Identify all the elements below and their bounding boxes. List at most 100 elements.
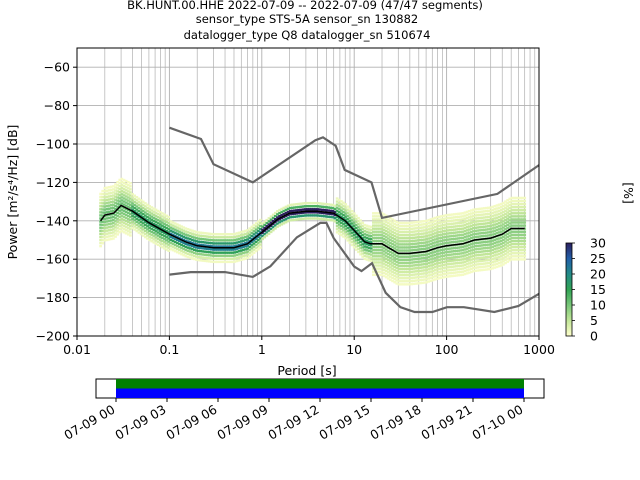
heatmap-cell (393, 265, 397, 269)
heatmap-cell (438, 224, 441, 228)
title-line-1: BK.HUNT.00.HHE 2022-07-09 -- 2022-07-09 … (127, 0, 483, 12)
heatmap-cell (386, 240, 390, 243)
heatmap-cell (431, 229, 435, 233)
heatmap-cell (331, 209, 335, 213)
heatmap-cell (459, 218, 463, 221)
heatmap-cell (291, 212, 294, 216)
heatmap-cell (126, 193, 130, 196)
heatmap-cell (493, 244, 497, 248)
heatmap-cell (465, 272, 469, 275)
heatmap-cell (448, 259, 452, 263)
heatmap-cell (403, 261, 407, 265)
heatmap-cell (478, 210, 482, 214)
heatmap-cell (478, 259, 482, 263)
heatmap-cell (465, 210, 469, 214)
heatmap-cell (350, 216, 354, 219)
heatmap-cell (171, 248, 175, 252)
heatmap-cell (340, 218, 343, 221)
heatmap-cell (231, 248, 235, 251)
colorbar-tick-label: 10 (590, 298, 606, 313)
heatmap-cell (465, 269, 469, 272)
heatmap-cell (337, 204, 341, 208)
heatmap-cell (384, 254, 388, 257)
heatmap-cell (408, 243, 411, 246)
heatmap-cell (131, 193, 134, 196)
heatmap-cell (391, 233, 394, 237)
heatmap-cell (497, 215, 501, 219)
heatmap-cell (252, 248, 256, 251)
heatmap-cell (467, 262, 471, 265)
heatmap-cell (516, 245, 520, 249)
heatmap-cell (150, 233, 154, 237)
heatmap-cell (399, 277, 403, 280)
heatmap-cell (444, 229, 448, 232)
heatmap-cell (450, 228, 454, 232)
heatmap-cell (269, 221, 273, 224)
heatmap-cell (408, 240, 411, 243)
heatmap-cell (421, 278, 424, 281)
heatmap-cell (222, 260, 226, 264)
heatmap-cell (361, 230, 365, 234)
heatmap-cell (276, 222, 279, 225)
heatmap-cell (273, 224, 277, 227)
heatmap-cell (175, 238, 179, 242)
title-line-3: datalogger_type Q8 datalogger_sn 510674 (184, 28, 431, 42)
heatmap-cell (126, 205, 130, 208)
heatmap-cell (482, 250, 486, 253)
heatmap-cell (452, 274, 456, 277)
heatmap-cell (474, 208, 478, 211)
heatmap-cell (367, 231, 371, 234)
heatmap-cell (491, 221, 495, 224)
heatmap-cell (291, 206, 294, 210)
heatmap-cell (397, 224, 401, 228)
heatmap-cell (124, 198, 128, 201)
heatmap-cell (487, 206, 490, 210)
heatmap-cell (103, 211, 107, 214)
heatmap-cell (152, 210, 156, 213)
heatmap-cell (359, 243, 362, 247)
heatmap-cell (389, 263, 392, 266)
heatmap-cell (299, 217, 303, 221)
heatmap-cell (401, 221, 405, 225)
heatmap-cell (199, 259, 203, 262)
heatmap-cell (497, 221, 501, 225)
heatmap-cell (299, 211, 303, 215)
heatmap-cell (126, 184, 130, 187)
heatmap-cell (308, 214, 311, 217)
heatmap-cell (163, 241, 166, 244)
heatmap-cell (139, 205, 143, 208)
heatmap-cell (444, 257, 448, 260)
heatmap-cell (105, 232, 109, 235)
heatmap-cell (316, 214, 320, 217)
heatmap-cell (431, 242, 435, 245)
heatmap-cell (135, 202, 139, 205)
heatmap-cell (163, 228, 166, 232)
heatmap-cell (363, 233, 367, 236)
heatmap-cell (482, 225, 486, 228)
heatmap-cell (452, 259, 456, 262)
heatmap-cell (463, 245, 467, 248)
heatmap-cell (459, 267, 463, 271)
heatmap-cell (472, 251, 475, 254)
heatmap-cell (399, 221, 403, 225)
heatmap-cell (195, 252, 198, 255)
heatmap-cell (135, 226, 139, 230)
heatmap-cell (271, 228, 275, 232)
heatmap-cell (342, 220, 345, 223)
heatmap-cell (480, 207, 484, 210)
heatmap-cell (207, 260, 211, 263)
heatmap-cell (403, 267, 407, 271)
heatmap-cell (519, 215, 522, 218)
heatmap-cell (442, 230, 446, 233)
heatmap-cell (190, 238, 194, 242)
heatmap-cell (325, 215, 328, 218)
heatmap-cell (421, 272, 424, 275)
heatmap-cell (438, 249, 441, 252)
heatmap-cell (148, 229, 151, 232)
heatmap-cell (487, 231, 490, 234)
heatmap-cell (180, 243, 183, 247)
heatmap-cell (452, 222, 456, 225)
heatmap-cell (442, 223, 446, 227)
heatmap-cell (342, 213, 345, 217)
heatmap-cell (163, 247, 166, 250)
